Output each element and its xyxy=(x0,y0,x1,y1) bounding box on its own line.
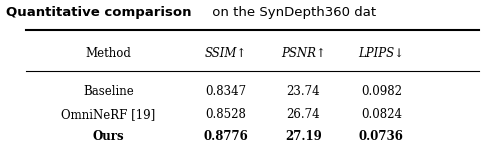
Text: 0.0736: 0.0736 xyxy=(359,130,404,143)
Text: Baseline: Baseline xyxy=(83,85,134,98)
Text: 0.0982: 0.0982 xyxy=(361,85,402,98)
Text: 26.74: 26.74 xyxy=(287,108,320,121)
Text: 23.74: 23.74 xyxy=(287,85,320,98)
Text: OmniNeRF [19]: OmniNeRF [19] xyxy=(61,108,156,121)
Text: on the SynDepth360 dat: on the SynDepth360 dat xyxy=(208,6,377,19)
Text: Quantitative comparison: Quantitative comparison xyxy=(6,6,192,19)
Text: Ours: Ours xyxy=(93,130,124,143)
Text: 27.19: 27.19 xyxy=(285,130,322,143)
Text: 0.8528: 0.8528 xyxy=(205,108,246,121)
Text: 0.0824: 0.0824 xyxy=(361,108,402,121)
Text: SSIM↑: SSIM↑ xyxy=(204,47,246,60)
Text: 0.8776: 0.8776 xyxy=(203,130,248,143)
Text: 0.8347: 0.8347 xyxy=(205,85,246,98)
Text: PSNR↑: PSNR↑ xyxy=(281,47,326,60)
Text: LPIPS↓: LPIPS↓ xyxy=(358,47,404,60)
Text: Method: Method xyxy=(86,47,131,60)
